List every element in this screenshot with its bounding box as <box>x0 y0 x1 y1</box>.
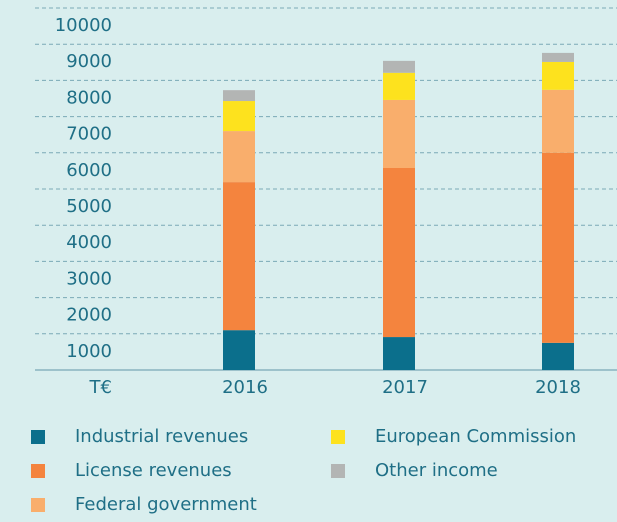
bar-segment <box>542 89 574 153</box>
x-tick-label: 2016 <box>222 377 268 398</box>
y-tick-label: 9000 <box>66 51 112 72</box>
legend-label: European Commission <box>375 426 576 447</box>
bar-segment <box>223 90 255 102</box>
y-tick-label: 1000 <box>66 341 112 362</box>
legend-label: License revenues <box>75 460 232 481</box>
bar-segment <box>542 61 574 90</box>
legend-swatch <box>31 430 45 444</box>
bar-segment <box>383 337 415 370</box>
bar-segment <box>223 182 255 331</box>
bar-segment <box>223 131 255 183</box>
bar-segment <box>223 101 255 132</box>
bar-segment <box>383 99 415 169</box>
y-tick-label: 7000 <box>66 124 112 145</box>
x-tick-label: 2017 <box>382 377 428 398</box>
legend-swatch <box>331 464 345 478</box>
bar-segment <box>542 152 574 343</box>
y-tick-label: 4000 <box>66 232 112 253</box>
legend-label: Industrial revenues <box>75 426 248 447</box>
y-tick-label: 3000 <box>66 268 112 289</box>
bar-segment <box>383 72 415 100</box>
y-tick-label: 2000 <box>66 305 112 326</box>
bar-segment <box>542 52 574 62</box>
legend-label: Federal government <box>75 494 257 515</box>
legend-swatch <box>331 430 345 444</box>
legend-swatch <box>31 464 45 478</box>
y-tick-label: 6000 <box>66 160 112 181</box>
bar-segment <box>223 330 255 370</box>
legend-swatch <box>31 498 45 512</box>
y-tick-label: 8000 <box>66 87 112 108</box>
bar-segment <box>383 60 415 73</box>
bar-segment <box>383 168 415 338</box>
y-tick-label: 5000 <box>66 196 112 217</box>
bar-segment <box>542 342 574 370</box>
y-tick-label: 10000 <box>55 15 112 36</box>
legend-label: Other income <box>375 460 498 481</box>
x-tick-label: 2018 <box>535 377 581 398</box>
y-axis-label: T€ <box>89 377 112 398</box>
